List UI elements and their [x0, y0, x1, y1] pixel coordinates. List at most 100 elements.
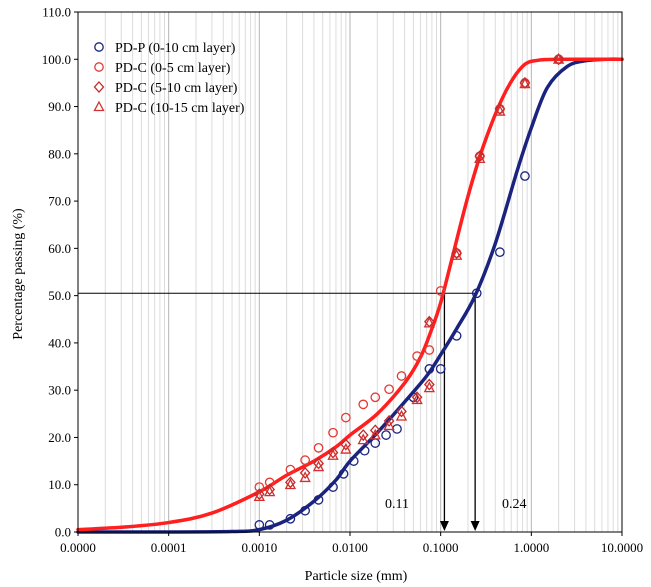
data-point-series-1 — [300, 505, 310, 516]
x-tick-label: 0.0000 — [60, 540, 96, 555]
data-point-series-4 — [263, 485, 276, 497]
legend-entry-2: PD-C (0-5 cm layer) — [94, 61, 231, 76]
data-point-series-4 — [369, 428, 381, 440]
x-tick-label: 1.0000 — [513, 540, 549, 555]
data-point-series-3 — [369, 424, 381, 437]
legend-marker-4 — [93, 100, 105, 112]
data-point-series-2 — [396, 371, 407, 381]
data-point-series-2 — [412, 351, 422, 361]
data-point-series-3 — [411, 391, 423, 404]
x-tick-label: 0.0100 — [332, 540, 368, 555]
data-point-series-3 — [423, 378, 435, 391]
y-tick-label: 80.0 — [48, 146, 71, 161]
data-point-series-2 — [328, 427, 338, 438]
y-tick-label: 90.0 — [48, 99, 71, 114]
data-point-series-3 — [299, 466, 311, 479]
data-point-series-1 — [264, 520, 275, 530]
annotation-d50-blue: 0.24 — [502, 497, 527, 512]
y-tick-label: 30.0 — [48, 383, 71, 398]
data-point-series-2 — [313, 443, 324, 453]
data-point-series-2 — [370, 392, 381, 403]
axis-ticks: 0.0 10.0 20.0 30.0 40.0 50.0 60.0 70.0 80.0 90.0 1… — [42, 5, 643, 556]
data-point-series-4 — [312, 460, 325, 472]
data-point-series-1 — [424, 364, 435, 374]
data-points — [253, 52, 565, 530]
y-tick-label: 10.0 — [48, 477, 71, 492]
data-point-series-4 — [383, 419, 395, 431]
grid-lines — [104, 12, 619, 532]
legend-marker-2 — [94, 62, 104, 72]
data-point-series-2 — [384, 384, 394, 395]
y-tick-label: 40.0 — [48, 335, 71, 350]
data-point-series-3 — [383, 414, 395, 427]
data-point-series-2 — [341, 412, 351, 423]
data-point-series-4 — [340, 442, 352, 454]
data-point-series-3 — [451, 247, 463, 260]
legend-label-4: PD-C (10-15 cm layer) — [115, 101, 245, 116]
y-tick-label: 60.0 — [48, 241, 71, 256]
data-point-series-4 — [423, 381, 436, 393]
data-point-series-4 — [253, 490, 266, 501]
legend-label-2: PD-C (0-5 cm layer) — [115, 61, 231, 76]
data-point-series-1 — [370, 438, 381, 448]
median-arrow-head — [439, 521, 449, 531]
legend-entry-1: PD-P (0-10 cm layer) — [94, 41, 236, 56]
data-point-series-1 — [348, 456, 359, 466]
legend-marker-1 — [94, 42, 104, 52]
y-tick-label: 20.0 — [48, 430, 71, 445]
data-point-series-4 — [552, 52, 565, 64]
y-tick-label: 100.0 — [42, 52, 71, 67]
data-point-series-3 — [357, 429, 369, 442]
data-point-series-4 — [411, 393, 423, 405]
x-tick-label: 0.0001 — [151, 540, 187, 555]
data-point-series-4 — [357, 433, 369, 445]
data-point-series-1 — [254, 520, 265, 530]
data-point-series-2 — [300, 455, 310, 465]
data-point-series-1 — [285, 513, 296, 524]
x-axis-title: Particle size (mm) — [305, 569, 408, 584]
legend: PD-P (0-10 cm layer) PD-C (0-5 cm layer)… — [93, 41, 245, 116]
x-tick-label: 0.1000 — [423, 540, 459, 555]
data-point-series-1 — [435, 364, 446, 374]
data-point-series-3 — [327, 446, 339, 459]
median-arrow-head — [470, 521, 480, 531]
data-point-series-1 — [328, 482, 338, 492]
data-point-series-4 — [474, 152, 486, 163]
legend-entry-3: PD-C (5-10 cm layer) — [93, 81, 238, 96]
legend-label-1: PD-P (0-10 cm layer) — [115, 41, 236, 56]
data-point-series-4 — [494, 104, 506, 116]
data-point-series-1 — [338, 469, 349, 479]
fit-curve-2 — [76, 57, 624, 532]
reference-lines — [78, 292, 480, 531]
y-tick-label: 50.0 — [48, 288, 71, 303]
data-point-series-3 — [474, 150, 486, 163]
legend-label-3: PD-C (5-10 cm layer) — [115, 81, 238, 96]
data-point-series-2 — [285, 464, 296, 475]
x-tick-label: 10.0000 — [601, 540, 643, 555]
data-point-series-4 — [395, 409, 408, 421]
data-point-series-3 — [264, 483, 276, 496]
x-tick-label: 0.0010 — [241, 540, 277, 555]
data-point-series-1 — [520, 171, 530, 181]
data-point-series-4 — [299, 471, 311, 483]
data-point-series-1 — [313, 495, 324, 505]
data-point-series-1 — [359, 445, 370, 456]
data-point-series-2 — [435, 286, 446, 296]
data-point-series-4 — [327, 449, 339, 460]
data-point-series-3 — [253, 488, 265, 501]
annotation-d50-red: 0.11 — [385, 497, 409, 512]
data-point-series-3 — [313, 457, 324, 470]
y-axis-title: Percentage passing (%) — [11, 208, 26, 340]
data-point-series-4 — [423, 316, 436, 328]
data-point-series-1 — [495, 247, 505, 257]
legend-entry-4: PD-C (10-15 cm layer) — [93, 100, 245, 116]
data-point-series-3 — [396, 405, 407, 418]
data-point-series-4 — [519, 77, 531, 89]
data-point-series-4 — [284, 478, 297, 490]
y-tick-label: 110.0 — [42, 5, 71, 20]
data-point-series-3 — [553, 53, 565, 66]
data-point-series-1 — [471, 288, 482, 299]
data-point-series-1 — [381, 430, 391, 440]
y-tick-label: 0.0 — [55, 525, 71, 540]
